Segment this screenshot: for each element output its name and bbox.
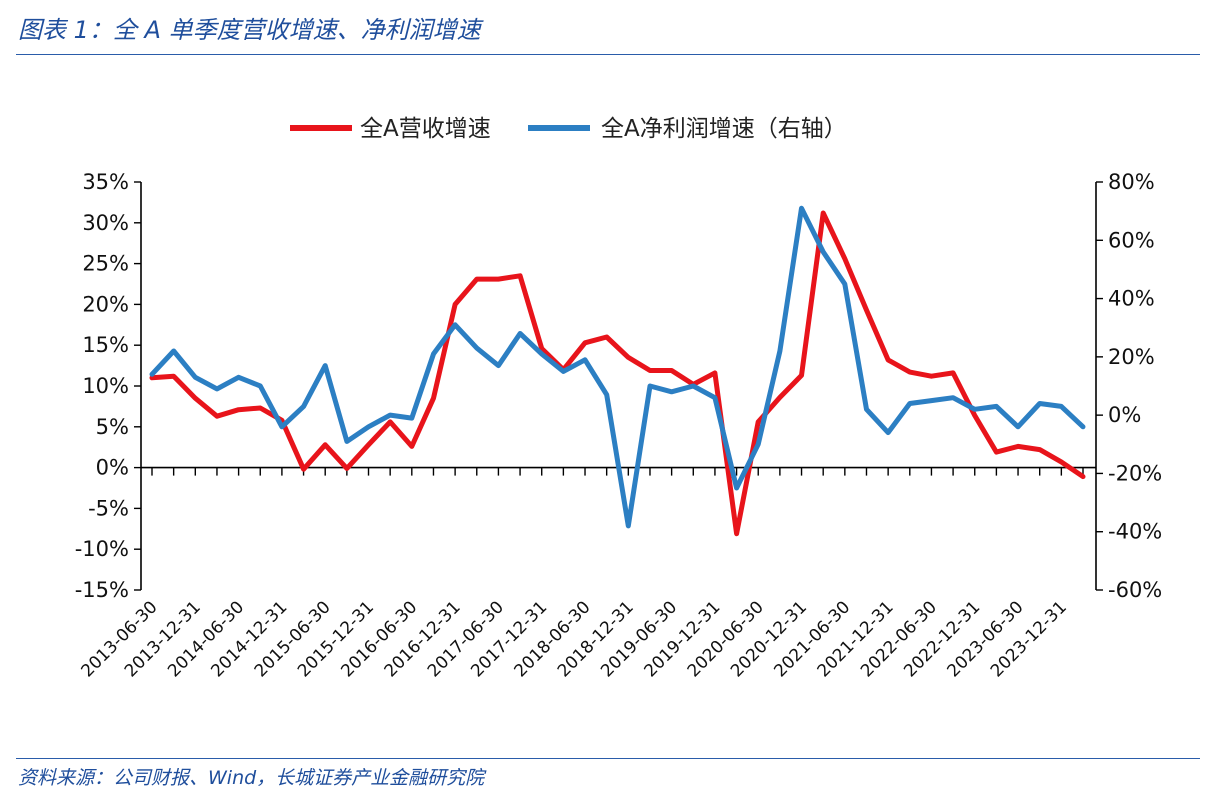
y-left-tick-label: -15% bbox=[75, 578, 129, 602]
series-lines bbox=[149, 205, 1086, 537]
y-left-tick-label: 10% bbox=[82, 374, 129, 398]
axes: -15% -10% -5% 0% 5% 10% 15% 20% 25% 30% 35% -60% -40… bbox=[75, 170, 1163, 681]
y-right-tick-label: 40% bbox=[1108, 287, 1155, 311]
y-left-tick-label: 35% bbox=[82, 170, 129, 194]
source-note: 资料来源：公司财报、Wind，长城证券产业金融研究院 bbox=[18, 767, 485, 789]
figure-title: 图表 1：全 A 单季度营收增速、净利润增速 bbox=[18, 16, 481, 44]
y-left-tick-label: 0% bbox=[96, 456, 129, 480]
y-right-tick-label: 80% bbox=[1108, 170, 1155, 194]
profit-growth-line bbox=[149, 205, 1086, 529]
y-left-tick-label: 30% bbox=[82, 211, 129, 235]
title-rule bbox=[16, 54, 1200, 55]
y-right-tick-label: 60% bbox=[1108, 228, 1155, 252]
y-left-tick-label: 15% bbox=[82, 333, 129, 357]
y-left-tick-label: -10% bbox=[75, 537, 129, 561]
y-right-tick-label: -60% bbox=[1108, 578, 1162, 602]
y-left-tick-label: 25% bbox=[82, 252, 129, 276]
y-right-tick-label: -40% bbox=[1108, 520, 1162, 544]
y-left-tick-label: -5% bbox=[88, 496, 129, 520]
legend: 全A营收增速 全A净利润增速（右轴） bbox=[290, 116, 847, 142]
y-right-tick-label: 20% bbox=[1108, 345, 1155, 369]
y-right-tick-label: 0% bbox=[1108, 403, 1141, 427]
revenue-growth-line bbox=[149, 210, 1086, 537]
y-left-tick-label: 5% bbox=[96, 415, 129, 439]
legend-label-revenue: 全A营收增速 bbox=[360, 116, 491, 142]
legend-label-profit: 全A净利润增速（右轴） bbox=[601, 116, 847, 142]
y-left-tick-label: 20% bbox=[82, 292, 129, 316]
line-chart: 全A营收增速 全A净利润增速（右轴） -15% -10% -5% 0% 5% 10% 15% 2… bbox=[75, 116, 1163, 681]
y-right-tick-label: -20% bbox=[1108, 461, 1162, 485]
source-rule bbox=[16, 758, 1200, 759]
